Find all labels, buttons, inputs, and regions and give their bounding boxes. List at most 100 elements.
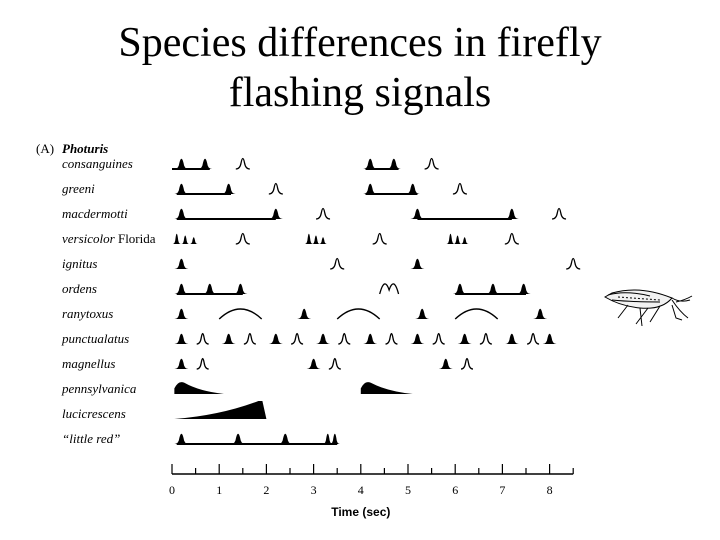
male-flash xyxy=(363,158,378,169)
tick-label: 5 xyxy=(405,483,411,497)
female-response xyxy=(196,357,209,370)
female-response xyxy=(336,308,381,320)
male-flash xyxy=(533,308,548,319)
male-flash xyxy=(452,283,467,294)
tick-label: 0 xyxy=(169,483,175,497)
male-flash xyxy=(386,158,401,169)
male-flash xyxy=(189,237,198,244)
female-response xyxy=(235,232,250,245)
male-flash xyxy=(181,235,190,244)
female-response xyxy=(196,332,209,345)
male-flash xyxy=(233,283,248,294)
species-labels: consanguines greeni macdermotti versicolor … xyxy=(61,156,156,446)
female-response xyxy=(315,207,331,220)
male-flash xyxy=(410,333,425,344)
male-flash xyxy=(174,283,189,294)
panel-label: (A) xyxy=(36,141,54,156)
male-flash xyxy=(504,208,519,219)
male-flash xyxy=(304,233,313,244)
tick-label: 7 xyxy=(499,483,505,497)
species-label: versicolor Florida xyxy=(62,231,156,246)
tick-label: 4 xyxy=(358,483,364,497)
title-line-2: flashing signals xyxy=(228,70,492,116)
female-response xyxy=(454,308,499,320)
male-flash xyxy=(297,308,312,319)
title-line-1: Species differences in firefly xyxy=(118,20,602,66)
species-label: lucicrescens xyxy=(62,406,126,421)
male-flash xyxy=(405,183,420,194)
female-response xyxy=(479,332,492,345)
species-label: magnellus xyxy=(62,356,115,371)
male-flash xyxy=(360,382,413,394)
male-flash xyxy=(516,283,531,294)
male-flash xyxy=(446,233,455,244)
x-axis-label: Time (sec) xyxy=(331,505,390,519)
species-label: ignitus xyxy=(62,256,97,271)
species-label: ranytoxus xyxy=(62,306,113,321)
female-response xyxy=(504,232,519,245)
male-flash xyxy=(202,283,217,294)
slide-title: Species differences in firefly flashing … xyxy=(0,18,720,118)
tick-label: 3 xyxy=(311,483,317,497)
species-label: consanguines xyxy=(62,156,133,171)
tick-label: 2 xyxy=(263,483,269,497)
female-response xyxy=(566,257,581,270)
male-flash xyxy=(319,237,328,244)
male-flash xyxy=(363,333,378,344)
female-response xyxy=(291,332,304,345)
species-label: pennsylvanica xyxy=(61,381,137,396)
species-label: macdermotti xyxy=(62,206,128,221)
time-axis: 0 1 2 3 4 5 6 7 8 Time (sec) xyxy=(169,464,574,519)
male-flash xyxy=(231,433,246,444)
male-flash xyxy=(174,382,224,394)
flash-traces xyxy=(172,157,581,445)
female-response xyxy=(551,207,567,220)
female-response xyxy=(338,332,351,345)
female-response xyxy=(432,332,445,345)
female-response xyxy=(452,182,467,195)
female-response xyxy=(460,357,474,370)
male-flash xyxy=(174,433,189,444)
male-flash xyxy=(438,358,453,369)
female-response xyxy=(372,232,387,245)
firefly-icon xyxy=(604,289,693,327)
female-response xyxy=(218,308,263,320)
male-flash xyxy=(410,258,425,269)
male-flash xyxy=(174,333,189,344)
male-flash xyxy=(363,183,378,194)
female-response xyxy=(328,357,341,370)
female-response xyxy=(379,283,400,295)
male-flash xyxy=(306,358,321,369)
male-flash xyxy=(174,308,189,319)
male-flash xyxy=(311,235,320,244)
tick-label: 1 xyxy=(216,483,222,497)
male-flash xyxy=(174,208,189,219)
male-flash xyxy=(460,237,469,244)
male-flash xyxy=(221,333,236,344)
male-flash xyxy=(316,333,331,344)
female-response xyxy=(527,332,540,345)
male-flash xyxy=(221,183,236,194)
species-label: ordens xyxy=(62,281,97,296)
male-flash xyxy=(415,308,430,319)
male-flash xyxy=(174,401,267,419)
male-flash xyxy=(453,235,462,244)
female-response xyxy=(235,157,250,170)
tick-label: 8 xyxy=(547,483,553,497)
genus-label: Photuris xyxy=(62,141,108,156)
female-response xyxy=(268,182,283,195)
male-flash xyxy=(485,283,500,294)
male-flash xyxy=(278,433,293,444)
male-flash xyxy=(268,208,283,219)
species-label: greeni xyxy=(62,181,95,196)
species-label: “little red” xyxy=(62,431,120,446)
male-flash xyxy=(172,233,181,244)
female-response xyxy=(385,332,398,345)
male-flash xyxy=(504,333,519,344)
male-flash xyxy=(174,158,189,169)
female-response xyxy=(330,257,345,270)
species-label: punctualatus xyxy=(61,331,129,346)
male-flash xyxy=(410,208,425,219)
male-flash xyxy=(198,158,213,169)
